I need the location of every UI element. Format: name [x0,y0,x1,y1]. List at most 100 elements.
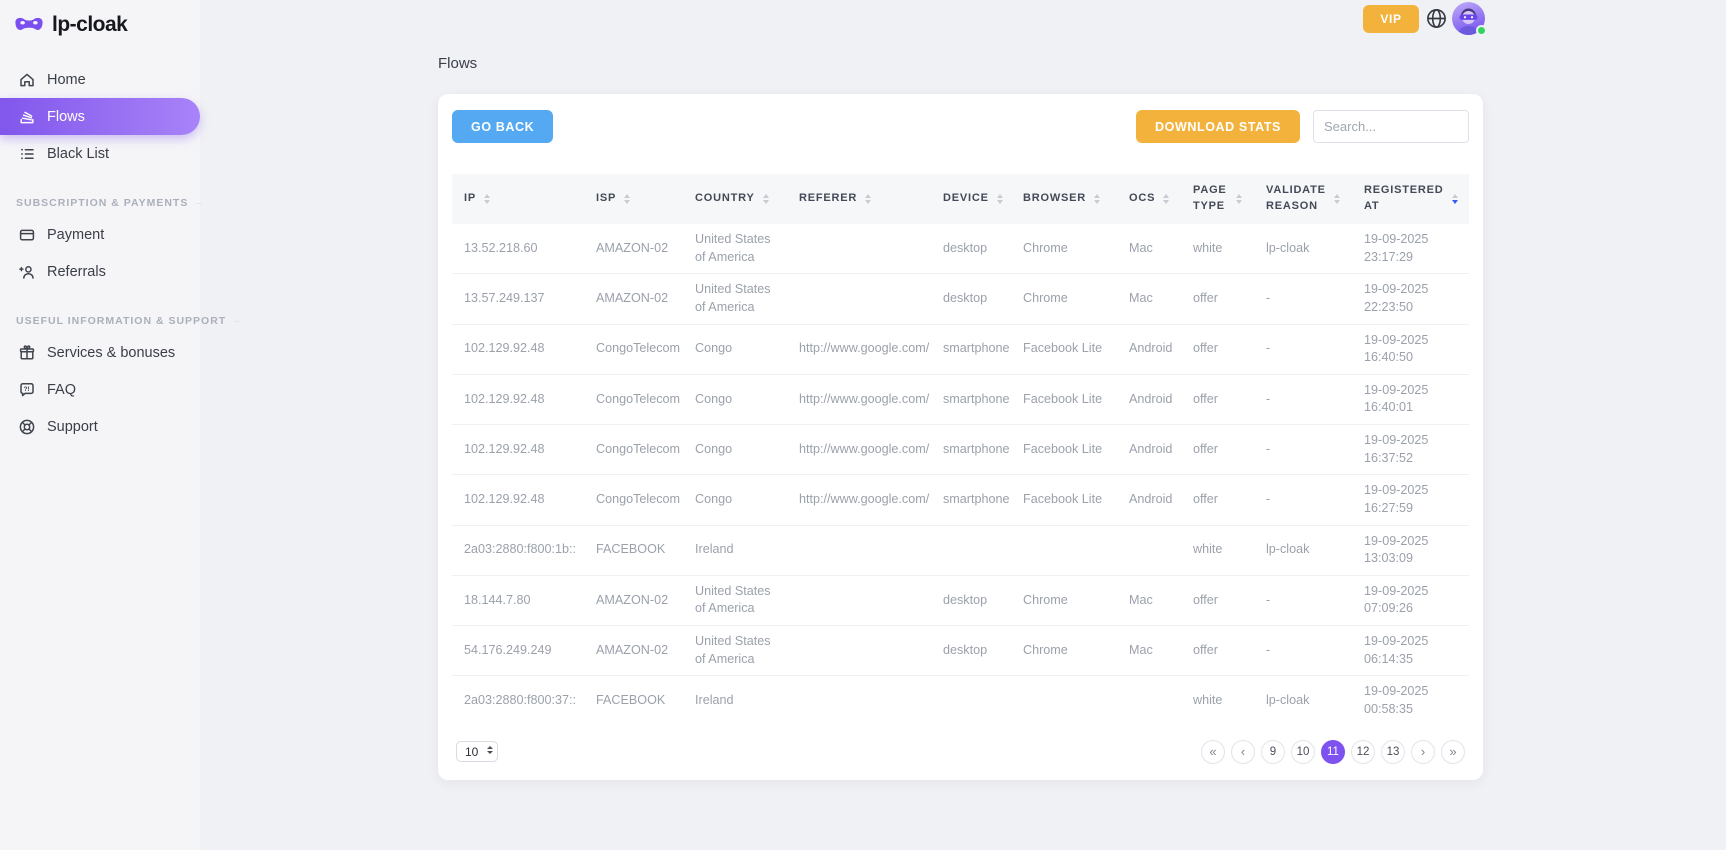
globe-icon[interactable] [1424,7,1448,31]
sidebar-item-home[interactable]: Home [0,61,200,98]
pagination-page-13[interactable]: 13 [1381,739,1405,764]
table-cell: FACEBOOK [584,525,683,576]
sort-icon[interactable] [1094,194,1101,204]
flows-table: IP ISP COUNTRY REFERER DEVICE BROWSER OCS PAGE … [452,174,1469,726]
sidebar-item-label: Support [47,418,98,435]
table-cell: AMAZON-02 [584,224,683,275]
pagination-page-12[interactable]: 12 [1351,739,1375,764]
pagination-page-9[interactable]: 9 [1261,739,1285,764]
table-cell: 13.57.249.137 [452,273,584,325]
table-cell: CongoTelecom [584,374,683,426]
column-header-country[interactable]: COUNTRY [683,174,787,224]
table-cell [787,625,931,677]
table-cell: http://www.google.com/ [787,474,931,526]
search-input[interactable] [1313,110,1469,143]
sort-icon[interactable] [1236,194,1242,204]
sort-icon[interactable] [865,194,872,204]
sidebar-item-black-list[interactable]: Black List [0,135,200,172]
sidebar-item-faq[interactable]: ?! FAQ [0,371,200,408]
section-divider [196,202,203,204]
sidebar-item-payment[interactable]: Payment [0,216,200,253]
table-cell: 2a03:2880:f800:37:: [464,693,577,708]
table-cell: AMAZON-02 [584,625,683,677]
table-cell: 102.129.92.48 [452,374,584,426]
table-cell: offer [1181,374,1254,426]
table-cell: 19-09-2025 16:40:01 [1352,374,1469,426]
column-header-browser[interactable]: BROWSER [1011,174,1117,224]
table-cell: - [1254,374,1352,426]
table-cell: 19-09-2025 06:14:35 [1352,625,1469,677]
pagination-last-button[interactable]: » [1441,739,1465,764]
home-icon [18,71,36,89]
column-header-page-type[interactable]: PAGE TYPE [1181,174,1254,224]
table-cell: - [1254,575,1352,627]
table-cell: 102.129.92.48 [452,424,584,476]
pagination-next-button[interactable]: › [1411,739,1435,764]
vip-button[interactable]: VIP [1363,5,1419,33]
table-cell: Chrome [1011,224,1117,275]
sort-icon[interactable] [996,194,1003,204]
table-cell: AMAZON-02 [584,273,683,325]
table-header-row: IP ISP COUNTRY REFERER DEVICE BROWSER OCS PAGE … [452,174,1469,224]
table-cell [787,525,931,576]
sidebar-section-header: SUBSCRIPTION & PAYMENTS [16,197,203,209]
table-cell: Facebook Lite [1011,374,1117,426]
table-row: 102.129.92.48 CongoTelecom Congo http://www… [452,374,1469,426]
table-cell: Chrome [1011,575,1117,627]
table-cell: United States of America [683,625,787,677]
table-cell [931,676,1011,726]
avatar-image [1458,8,1479,35]
column-header-isp[interactable]: ISP [584,174,683,224]
table-cell: desktop [931,224,1011,275]
table-cell: United States of America [683,575,787,627]
table-cell [787,676,931,726]
table-cell: offer [1181,273,1254,325]
sidebar-item-support[interactable]: Support [0,408,200,445]
sidebar-item-referrals[interactable]: Referrals [0,253,200,290]
column-header-ocs[interactable]: OCS [1117,174,1181,224]
pagination-page-10[interactable]: 10 [1291,739,1315,764]
sort-icon[interactable] [1334,194,1340,204]
table-cell: Mac [1117,224,1181,275]
table-cell: 18.144.7.80 [452,575,584,627]
sort-icon[interactable] [1163,194,1170,204]
table-cell [787,575,931,627]
column-header-ip[interactable]: IP [452,174,584,224]
pagination-prev-button[interactable]: ‹ [1231,739,1255,764]
brand-logo[interactable]: lp-cloak [0,0,200,61]
sort-icon[interactable] [484,194,490,204]
sidebar-nav: Home Flows Black List SUBSCRIPTION & PAYMEN… [0,61,241,445]
sort-icon[interactable] [1451,194,1458,204]
pagination-page-11[interactable]: 11 [1321,739,1345,764]
table-cell: 13.52.218.60 [452,224,584,275]
sidebar-item-services-bonuses[interactable]: Services & bonuses [0,334,200,371]
column-header-registered-at[interactable]: REGISTERED AT [1352,174,1469,224]
table-row: 13.57.249.137 AMAZON-02 United States of A… [452,273,1469,325]
page-size-control: 10 [456,741,498,762]
table-cell: 102.129.92.48 [452,324,584,375]
table-cell: desktop [931,575,1011,627]
download-stats-button[interactable]: DOWNLOAD STATS [1136,110,1300,143]
table-cell: - [1254,625,1352,677]
avatar[interactable] [1452,2,1487,36]
page-size-select[interactable]: 10 [456,741,498,762]
sidebar-item-flows[interactable]: Flows [0,98,200,135]
go-back-button[interactable]: GO BACK [452,110,554,143]
sort-icon[interactable] [762,194,769,204]
table-row: 18.144.7.80 AMAZON-02 United States of Ame… [452,575,1469,627]
table-footer: 10 «‹ 9 10 11 12 13 ›» [452,739,1469,764]
sidebar-item-label: Black List [47,145,110,162]
table-cell: Chrome [1011,625,1117,677]
pagination-first-button[interactable]: « [1201,739,1225,764]
table-cell: http://www.google.com/ [787,424,931,476]
table-cell: lp-cloak [1254,224,1352,275]
table-cell: lp-cloak [1266,693,1310,708]
column-header-validate-reason[interactable]: VALIDATE REASON [1254,174,1352,224]
column-header-device[interactable]: DEVICE [931,174,1011,224]
table-row: 13.52.218.60 AMAZON-02 United States of Am… [452,224,1469,275]
sort-icon[interactable] [624,194,631,204]
column-header-referer[interactable]: REFERER [787,174,931,224]
table-cell: 54.176.249.249 [452,625,584,677]
table-cell [1011,525,1117,576]
table-cell: - [1254,424,1352,476]
